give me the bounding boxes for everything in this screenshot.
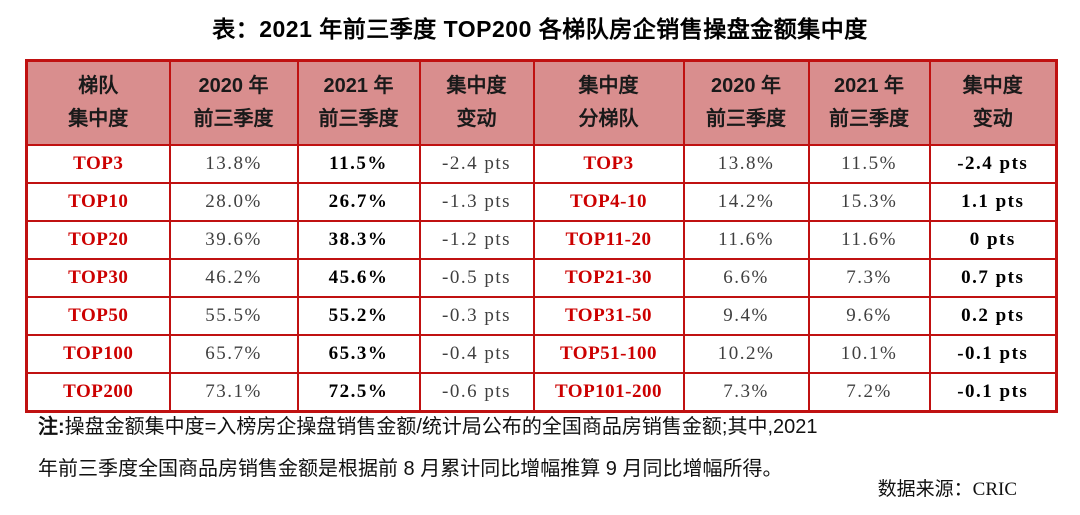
header-line1: 2020 年	[710, 75, 782, 97]
footnote-line-1: 注:操盘金额集中度=入榜房企操盘销售金额/统计局公布的全国商品房销售金额;其中,…	[38, 406, 1043, 448]
change-cell: -1.2 pts	[418, 220, 535, 260]
change-cell: -0.4 pts	[418, 334, 535, 374]
value-2020-cell: 46.2%	[168, 258, 299, 298]
header-line2: 集中度	[68, 108, 129, 130]
footnote-text-1: 操盘金额集中度=入榜房企操盘销售金额/统计局公布的全国商品房销售金额;其中,20…	[64, 416, 818, 438]
value-2020-cell: 14.2%	[682, 182, 810, 222]
change-cell: -0.3 pts	[418, 296, 535, 336]
header-cell-2: 2021 年前三季度	[296, 59, 421, 146]
tier-range-cell: TOP31-50	[532, 296, 685, 336]
value-2021-cell: 7.2%	[807, 372, 931, 413]
header-line1: 2021 年	[833, 75, 905, 97]
header-row: 梯队 集中度 2020 年前三季度 2021 年前三季度 集中度 变动 集中度 分梯队 2020…	[25, 59, 1058, 146]
header-line1: 2021 年	[323, 75, 394, 97]
value-2021-cell: 65.3%	[296, 334, 421, 374]
tier-range-cell: TOP51-100	[532, 334, 685, 374]
header-cell-5: 2020 年前三季度	[682, 59, 810, 146]
header-line2: 变动	[456, 108, 497, 130]
table-row: TOP50 55.5% 55.2% -0.3 pts TOP31-50 9.4% 9.6% 0…	[25, 296, 1058, 336]
value-2020-cell: 73.1%	[168, 372, 299, 413]
tier-range-cell: TOP101-200	[532, 372, 685, 413]
header-cell-4: 集中度 分梯队	[532, 59, 685, 146]
change-cell: -0.5 pts	[418, 258, 535, 298]
header-line1: 集中度	[962, 75, 1023, 97]
value-2021-cell: 11.5%	[807, 144, 931, 184]
tier-cell: TOP50	[25, 296, 171, 336]
header-line1: 2020 年	[198, 75, 269, 97]
header-line2: 变动	[972, 108, 1013, 130]
value-2020-cell: 9.4%	[682, 296, 810, 336]
value-2021-cell: 11.5%	[296, 144, 421, 184]
header-line2: 前三季度	[193, 108, 274, 130]
table-header: 梯队 集中度 2020 年前三季度 2021 年前三季度 集中度 变动 集中度 分梯队 2020…	[25, 59, 1058, 146]
header-cell-0: 梯队 集中度	[25, 59, 171, 146]
header-cell-7: 集中度 变动	[928, 59, 1058, 146]
footnote: 注:操盘金额集中度=入榜房企操盘销售金额/统计局公布的全国商品房销售金额;其中,…	[38, 406, 1043, 490]
change-cell: 0.7 pts	[928, 258, 1058, 298]
change-cell: -1.3 pts	[418, 182, 535, 222]
change-cell: -0.1 pts	[928, 372, 1058, 413]
header-line1: 集中度	[446, 75, 507, 97]
header-line2: 前三季度	[706, 108, 786, 130]
change-cell: -0.6 pts	[418, 372, 535, 413]
value-2021-cell: 9.6%	[807, 296, 931, 336]
value-2020-cell: 6.6%	[682, 258, 810, 298]
tier-cell: TOP3	[25, 144, 171, 184]
data-source: 数据来源：CRIC	[877, 479, 1017, 500]
change-cell: 1.1 pts	[928, 182, 1058, 222]
value-2020-cell: 28.0%	[168, 182, 299, 222]
change-cell: 0.2 pts	[928, 296, 1058, 336]
value-2020-cell: 13.8%	[682, 144, 810, 184]
footnote-line-2: 年前三季度全国商品房销售金额是根据前 8 月累计同比增幅推算 9 月同比增幅所得…	[38, 448, 1043, 490]
tier-cell: TOP200	[25, 372, 171, 413]
header-cell-1: 2020 年前三季度	[168, 59, 299, 146]
value-2021-cell: 7.3%	[807, 258, 931, 298]
table-row: TOP3 13.8% 11.5% -2.4 pts TOP3 13.8% 11.5% -2.4…	[25, 144, 1058, 184]
table-row: TOP10 28.0% 26.7% -1.3 pts TOP4-10 14.2% 15.3%…	[25, 182, 1058, 222]
change-cell: -2.4 pts	[928, 144, 1058, 184]
table-body: TOP3 13.8% 11.5% -2.4 pts TOP3 13.8% 11.5% -2.4…	[25, 144, 1058, 413]
header-cell-3: 集中度 变动	[418, 59, 535, 146]
value-2020-cell: 7.3%	[682, 372, 810, 413]
value-2021-cell: 15.3%	[807, 182, 931, 222]
value-2021-cell: 55.2%	[296, 296, 421, 336]
value-2021-cell: 26.7%	[296, 182, 421, 222]
header-cell-6: 2021 年前三季度	[807, 59, 931, 146]
tier-cell: TOP30	[25, 258, 171, 298]
table-row: TOP200 73.1% 72.5% -0.6 pts TOP101-200 7.3% 7.…	[25, 372, 1058, 413]
tier-range-cell: TOP11-20	[532, 220, 685, 260]
tier-cell: TOP20	[25, 220, 171, 260]
value-2020-cell: 13.8%	[168, 144, 299, 184]
footnote-text-2: 年前三季度全国商品房销售金额是根据前 8 月累计同比增幅推算 9 月同比增幅所得…	[38, 458, 783, 480]
tier-cell: TOP100	[25, 334, 171, 374]
table-row: TOP20 39.6% 38.3% -1.2 pts TOP11-20 11.6% 11.6…	[25, 220, 1058, 260]
change-cell: -0.1 pts	[928, 334, 1058, 374]
value-2020-cell: 65.7%	[168, 334, 299, 374]
value-2020-cell: 55.5%	[168, 296, 299, 336]
tier-cell: TOP10	[25, 182, 171, 222]
value-2021-cell: 45.6%	[296, 258, 421, 298]
concentration-table: 梯队 集中度 2020 年前三季度 2021 年前三季度 集中度 变动 集中度 分梯队 2020…	[25, 59, 1058, 413]
header-line1: 集中度	[578, 75, 639, 97]
footnote-label: 注:	[38, 416, 65, 438]
tier-range-cell: TOP3	[532, 144, 685, 184]
value-2021-cell: 72.5%	[296, 372, 421, 413]
value-2020-cell: 11.6%	[682, 220, 810, 260]
value-2020-cell: 10.2%	[682, 334, 810, 374]
header-line2: 分梯队	[578, 108, 639, 130]
table-row: TOP30 46.2% 45.6% -0.5 pts TOP21-30 6.6% 7.3% 0…	[25, 258, 1058, 298]
value-2020-cell: 39.6%	[168, 220, 299, 260]
value-2021-cell: 10.1%	[807, 334, 931, 374]
header-line1: 梯队	[78, 75, 119, 97]
tier-range-cell: TOP4-10	[532, 182, 685, 222]
tier-range-cell: TOP21-30	[532, 258, 685, 298]
header-line2: 前三季度	[318, 108, 399, 130]
change-cell: -2.4 pts	[418, 144, 535, 184]
table-row: TOP100 65.7% 65.3% -0.4 pts TOP51-100 10.2% 10…	[25, 334, 1058, 374]
value-2021-cell: 11.6%	[807, 220, 931, 260]
value-2021-cell: 38.3%	[296, 220, 421, 260]
page-title: 表：2021 年前三季度 TOP200 各梯队房企销售操盘金额集中度	[212, 16, 868, 42]
change-cell: 0 pts	[928, 220, 1058, 260]
header-line2: 前三季度	[829, 108, 909, 130]
